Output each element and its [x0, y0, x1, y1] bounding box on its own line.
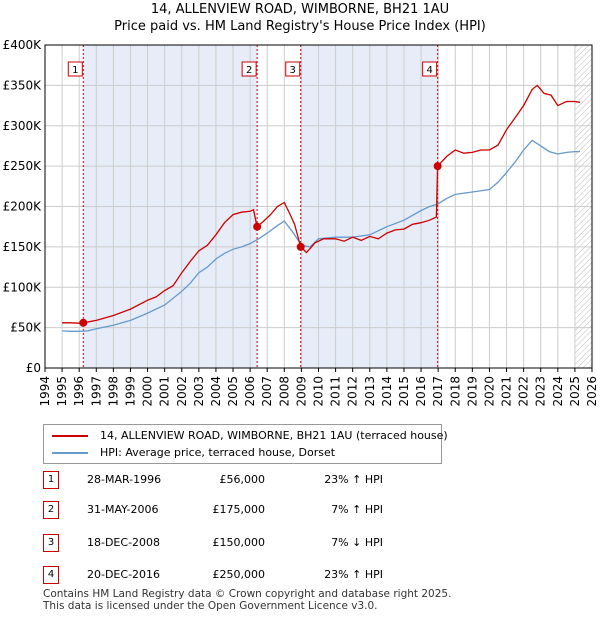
y-tick-label: £300K: [3, 119, 43, 133]
x-tick-label: 2001: [158, 376, 172, 407]
sale-number-label: 2: [246, 65, 252, 76]
x-tick-label: 2010: [312, 376, 326, 407]
y-tick-label: £400K: [3, 38, 43, 52]
sale-price: £175,000: [212, 503, 266, 516]
x-tick-label: 2006: [243, 376, 257, 407]
x-tick-label: 1997: [89, 376, 103, 407]
plot-frame: [44, 44, 593, 369]
footer-license: This data is licensed under the Open Gov…: [43, 600, 378, 612]
property-price-line: [62, 84, 581, 324]
legend-label-property: 14, ALLENVIEW ROAD, WIMBORNE, BH21 1AU (…: [100, 429, 448, 442]
legend-swatch-hpi: [52, 452, 88, 454]
legend: 14, ALLENVIEW ROAD, WIMBORNE, BH21 1AU (…: [43, 424, 448, 464]
sale-hpi-diff: 7% ↑ HPI: [331, 503, 383, 516]
sale-badge: 2: [43, 501, 59, 519]
y-tick-label: £150K: [3, 240, 43, 254]
sale-hpi-diff: 23% ↑ HPI: [324, 473, 383, 486]
x-tick-label: 2004: [209, 376, 223, 407]
chart-subtitle: Price paid vs. HM Land Registry's House …: [114, 19, 486, 34]
hpi-line: [62, 139, 580, 332]
x-tick-label: 2000: [141, 376, 155, 407]
sale-date: 20-DEC-2016: [87, 568, 161, 581]
sale-point: [433, 162, 442, 171]
x-tick-label: 2012: [346, 376, 360, 407]
x-tick-label: 2026: [585, 376, 599, 407]
sale-number-label: 3: [290, 65, 296, 76]
x-tick-label: 2017: [431, 376, 445, 407]
footer-copyright: Contains HM Land Registry data © Crown c…: [43, 588, 452, 600]
sale-row: 1 28-MAR-1996 £56,000 23% ↑ HPI: [43, 470, 563, 490]
footer: Contains HM Land Registry data © Crown c…: [43, 588, 451, 612]
x-tick-label: 1999: [123, 376, 137, 407]
x-tick-label: 2005: [226, 376, 240, 407]
x-tick-label: 1994: [38, 376, 52, 407]
x-tick-label: 1998: [106, 376, 120, 407]
x-tick-label: 2025: [568, 376, 582, 407]
sale-price: £250,000: [212, 568, 266, 581]
sale-price: £56,000: [219, 473, 266, 486]
sale-badge: 1: [43, 471, 59, 489]
x-tick-label: 2007: [260, 376, 274, 407]
sale-date: 18-DEC-2008: [87, 536, 161, 549]
sale-date: 31-MAY-2006: [87, 503, 159, 516]
legend-swatch-property: [52, 435, 88, 437]
x-tick-label: 2019: [465, 376, 479, 407]
x-tick-label: 2021: [500, 376, 514, 407]
x-tick-label: 2011: [329, 376, 343, 407]
chart-title: 14, ALLENVIEW ROAD, WIMBORNE, BH21 1AU: [150, 2, 450, 17]
legend-label-hpi: HPI: Average price, terraced house, Dors…: [100, 446, 336, 459]
x-tick-label: 2022: [517, 376, 531, 407]
x-tick-label: 1996: [72, 376, 86, 407]
sale-row: 4 20-DEC-2016 £250,000 23% ↑ HPI: [43, 565, 563, 585]
price-chart: 1 2 3 4 £0 £50K £100K £150K £200K £250K £300K £350…: [3, 38, 599, 407]
x-tick-label: 2016: [414, 376, 428, 407]
x-tick-label: 2018: [448, 376, 462, 407]
x-tick-label: 2020: [482, 376, 496, 407]
x-tick-label: 2013: [363, 376, 377, 407]
sale-point: [253, 222, 262, 231]
sale-date: 28-MAR-1996: [87, 473, 162, 486]
sale-number-box: [241, 61, 257, 77]
y-tick-label: £250K: [3, 159, 43, 173]
x-tick-label: 2024: [551, 376, 565, 407]
sale-badge: 4: [43, 566, 59, 584]
x-tick-label: 2002: [175, 376, 189, 407]
x-tick-label: 1995: [55, 376, 69, 407]
x-tick-label: 2003: [192, 376, 206, 407]
y-tick-label: £200K: [3, 200, 43, 214]
sale-point: [79, 318, 88, 327]
y-tick-label: £50K: [10, 321, 42, 335]
sale-badge: 3: [43, 534, 59, 552]
x-tick-label: 2023: [534, 376, 548, 407]
sale-hpi-diff: 23% ↑ HPI: [324, 568, 383, 581]
sale-row: 3 18-DEC-2008 £150,000 7% ↓ HPI: [43, 533, 563, 553]
x-tick-label: 2008: [277, 376, 291, 407]
sale-number-label: 4: [426, 65, 432, 76]
sale-hpi-diff: 7% ↓ HPI: [331, 536, 383, 549]
y-tick-label: £0: [26, 361, 41, 375]
y-tick-label: £100K: [3, 280, 43, 294]
sale-price: £150,000: [212, 536, 266, 549]
sale-number-box: [285, 61, 301, 77]
sale-point: [296, 242, 305, 251]
sale-row: 2 31-MAY-2006 £175,000 7% ↑ HPI: [43, 500, 563, 520]
x-tick-label: 2009: [294, 376, 308, 407]
x-tick-label: 2015: [397, 376, 411, 407]
x-tick-label: 2014: [380, 376, 394, 407]
sale-number-label: 1: [72, 65, 78, 76]
y-tick-label: £350K: [3, 78, 43, 92]
sale-number-box: [67, 61, 83, 77]
sale-number-box: [422, 61, 438, 77]
